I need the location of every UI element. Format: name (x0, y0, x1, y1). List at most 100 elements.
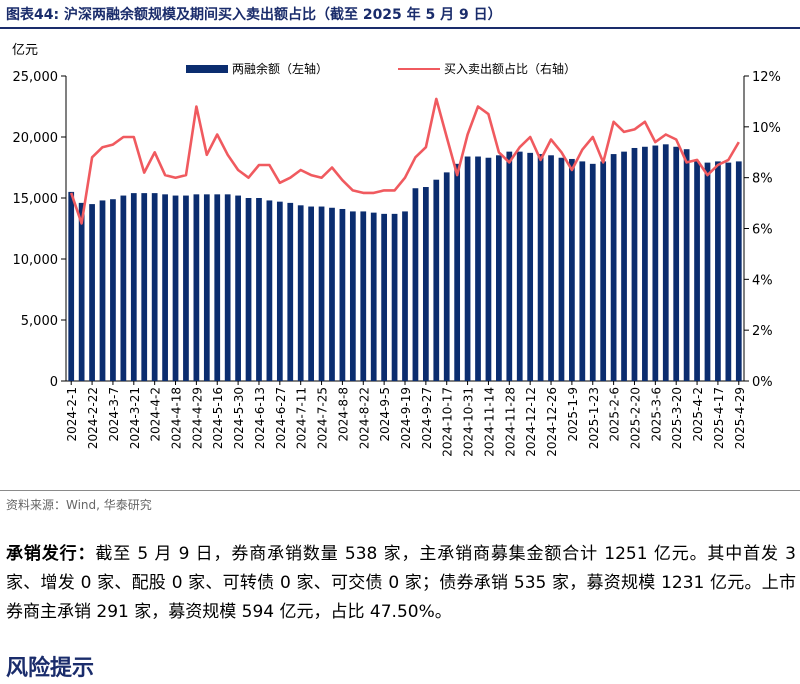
left-tick-label: 0 (50, 375, 58, 390)
left-tick-label: 25,000 (13, 70, 59, 85)
bar (516, 151, 523, 381)
x-tick-label: 2024-2-22 (86, 387, 100, 449)
bar (68, 191, 75, 381)
bar (256, 198, 262, 381)
line-series (69, 97, 740, 225)
bar (402, 211, 408, 381)
bar (683, 149, 690, 381)
bar (548, 155, 554, 381)
right-tick-label: 12% (752, 70, 781, 85)
bar (203, 194, 210, 381)
bar (224, 194, 231, 381)
bar (527, 152, 534, 381)
x-tick-label: 2024-3-21 (128, 387, 142, 449)
bar (725, 162, 732, 381)
bar-series (68, 144, 742, 381)
x-tick-label: 2024-8-22 (357, 387, 371, 449)
x-tick-label: 2025-4-2 (691, 387, 705, 441)
x-tick-label: 2025-1-23 (587, 387, 601, 449)
figure-title: 图表44: 沪深两融余额规模及期间买入卖出额占比（截至 2025 年 5 月 9… (6, 7, 502, 23)
bar (130, 193, 137, 381)
bar (496, 155, 502, 381)
legend-bar-swatch (186, 65, 228, 73)
x-tick-label: 2024-12-12 (524, 387, 538, 457)
x-tick-label: 2024-11-28 (503, 387, 517, 457)
bar (308, 206, 314, 381)
x-tick-label: 2025-2-20 (628, 387, 642, 449)
bar (422, 187, 429, 381)
bar (245, 198, 252, 381)
axes: 0 5,000 10,000 15,000 20,000 25,000 0% 2% 4% 6% 8%… (13, 70, 781, 457)
x-tick-label: 2025-4-29 (733, 387, 747, 449)
bar (454, 163, 461, 381)
bar (266, 200, 273, 381)
bar (141, 193, 148, 381)
bar (673, 146, 680, 381)
x-tick-label: 2025-1-9 (566, 387, 580, 441)
bar (642, 146, 648, 381)
x-tick-label: 2024-3-7 (107, 387, 121, 441)
bar (579, 161, 586, 381)
bar (329, 207, 335, 381)
legend-bar-label: 两融余额（左轴） (232, 61, 328, 76)
x-tick-label: 2024-10-17 (441, 387, 455, 457)
bar (193, 194, 200, 381)
bar (89, 204, 95, 381)
body-text: 截至 5 月 9 日，券商承销数量 538 家，主承销商募集金额合计 1251 … (6, 544, 796, 622)
bar (631, 147, 638, 381)
bar (276, 201, 283, 381)
bar (120, 195, 127, 381)
x-tick-label: 2024-9-19 (399, 387, 413, 449)
bar (360, 211, 367, 381)
bar (715, 161, 721, 381)
left-tick-label: 10,000 (13, 253, 59, 268)
x-tick-label: 2024-12-26 (545, 387, 559, 457)
margin-balance-chart: 0 5,000 10,000 15,000 20,000 25,000 0% 2% 4% 6% 8%… (12, 43, 781, 457)
x-tick-label: 2024-6-27 (274, 387, 288, 449)
x-tick-label: 2025-4-17 (712, 387, 726, 449)
right-tick-label: 2% (752, 324, 773, 339)
bar (297, 205, 304, 381)
ratio-line (69, 97, 740, 225)
bar (735, 161, 742, 381)
bar (78, 202, 85, 381)
legend-line-label: 买入卖出额占比（右轴） (444, 61, 576, 76)
body-paragraph: 承销发行：截至 5 月 9 日，券商承销数量 538 家，主承销商募集金额合计 … (6, 540, 796, 627)
right-tick-label: 0% (752, 375, 773, 390)
bar (443, 172, 450, 381)
bar (99, 200, 106, 381)
x-tick-label: 2025-3-20 (670, 387, 684, 449)
bar (433, 179, 440, 381)
bar (485, 157, 492, 381)
x-tick-label: 2024-7-11 (295, 387, 309, 449)
body-lead: 承销发行： (6, 544, 96, 564)
bar (569, 158, 575, 381)
section-title: 风险提示 (6, 656, 95, 681)
bar (600, 161, 607, 381)
x-tick-label: 2024-6-13 (253, 387, 267, 449)
x-tick-label: 2025-3-6 (649, 387, 663, 441)
left-tick-label: 5,000 (21, 314, 58, 329)
bar (214, 194, 221, 381)
bar (381, 213, 388, 381)
x-tick-label: 2024-7-25 (316, 387, 330, 449)
bar (110, 199, 116, 381)
bar (589, 163, 596, 381)
x-tick-label: 2024-5-30 (232, 387, 246, 449)
x-tick-label: 2024-4-18 (170, 387, 184, 449)
bar (151, 193, 158, 381)
bar (621, 151, 627, 381)
left-axis-unit: 亿元 (12, 43, 38, 58)
x-tick-label: 2024-10-31 (462, 387, 476, 457)
x-tick-label: 2024-2-1 (65, 387, 79, 441)
x-tick-label: 2025-2-6 (608, 387, 622, 441)
right-tick-label: 6% (752, 223, 773, 238)
left-tick-label: 15,000 (13, 192, 59, 207)
bar (162, 194, 168, 381)
bottom-divider (0, 490, 800, 491)
bar (704, 162, 711, 381)
x-tick-label: 2024-11-14 (482, 387, 496, 457)
bar (172, 195, 179, 381)
bar (318, 206, 325, 381)
bar (235, 195, 241, 381)
